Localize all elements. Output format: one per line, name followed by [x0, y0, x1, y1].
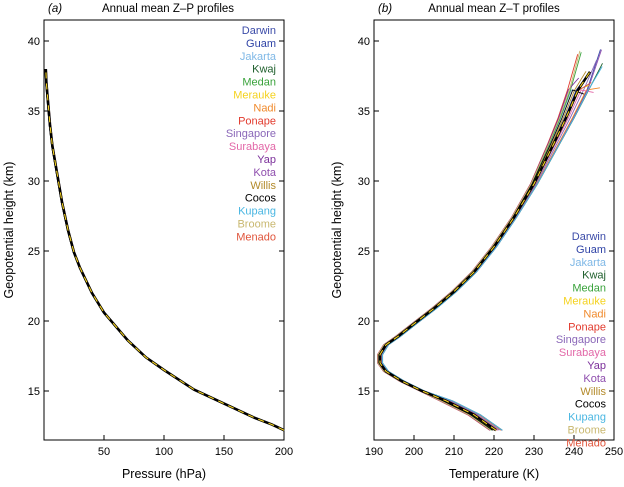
panel-a-x-axis-label: Pressure (hPa): [122, 467, 206, 481]
legend-entry-singapore: Singapore: [226, 128, 276, 140]
panel-b-x-axis-label: Temperature (K): [449, 467, 539, 481]
x-tick-label: 200: [275, 446, 293, 458]
legend-entry-willis: Willis: [580, 386, 606, 398]
legend-entry-jakarta: Jakarta: [240, 51, 277, 63]
panel-b-y-axis-label: Geopotential height (km): [330, 162, 344, 299]
profile-line-medan: [377, 52, 582, 431]
legend-entry-ponape: Ponape: [238, 115, 276, 127]
x-tick-label: 150: [215, 446, 233, 458]
legend-entry-yap: Yap: [587, 360, 606, 372]
panel-b-plot-frame: [373, 19, 615, 441]
y-tick-label: 30: [358, 176, 370, 188]
panel-a-y-ticks: 15 20 25 30 35 40: [28, 36, 284, 398]
mean-profile-dash: [379, 71, 591, 431]
legend-entry-jakarta: Jakarta: [570, 257, 607, 269]
x-tick-label: 250: [605, 446, 623, 458]
x-tick-label: 50: [98, 446, 110, 458]
x-tick-label: 240: [565, 446, 583, 458]
y-tick-label: 20: [358, 316, 370, 328]
profile-line-kota: [381, 49, 602, 431]
legend-entry-kota: Kota: [583, 373, 607, 385]
x-tick-label: 210: [445, 446, 463, 458]
panel-b-legend: DarwinGuamJakartaKwajMedanMeraukeNadiPon…: [556, 231, 607, 449]
x-tick-label: 190: [365, 446, 383, 458]
x-tick-label: 200: [405, 446, 423, 458]
panel-zp-profiles: (a) Annual mean Z–P profiles 50 100 150 200…: [2, 3, 293, 481]
profile-line-ponape: [377, 54, 579, 431]
legend-entry-surabaya: Surabaya: [559, 347, 607, 359]
y-tick-label: 40: [358, 36, 370, 48]
panel-b-profiles: [377, 49, 603, 432]
panel-a-x-ticks: 50 100 150 200: [98, 435, 293, 458]
legend-entry-nadi: Nadi: [253, 102, 276, 114]
legend-entry-ponape: Ponape: [568, 321, 606, 333]
legend-entry-guam: Guam: [576, 244, 606, 256]
legend-entry-kwaj: Kwaj: [582, 270, 606, 282]
profile-line-nadi: [381, 87, 600, 431]
panel-b-title: Annual mean Z–T profiles: [428, 3, 560, 15]
profile-line-yap: [377, 77, 580, 431]
legend-entry-willis: Willis: [250, 180, 276, 192]
legend-entry-kwaj: Kwaj: [252, 64, 276, 76]
x-tick-label: 230: [525, 446, 543, 458]
legend-entry-menado: Menado: [566, 437, 606, 449]
legend-entry-menado: Menado: [236, 231, 276, 243]
legend-entry-cocos: Cocos: [575, 399, 607, 411]
legend-entry-singapore: Singapore: [556, 334, 606, 346]
legend-entry-merauke: Merauke: [233, 90, 276, 102]
x-tick-label: 100: [155, 446, 173, 458]
y-tick-label: 25: [358, 246, 370, 258]
panel-a-profiles: [44, 68, 285, 432]
panel-a-legend: DarwinGuamJakartaKwajMedanMeraukeNadiPon…: [226, 25, 277, 243]
panel-a-label: (a): [48, 3, 62, 15]
legend-entry-nadi: Nadi: [583, 308, 606, 320]
legend-entry-guam: Guam: [246, 38, 276, 50]
panel-a-title: Annual mean Z–P profiles: [102, 3, 234, 15]
legend-entry-broome: Broome: [237, 219, 276, 231]
panel-zt-profiles: (b) Annual mean Z–T profiles 190 200 210 22…: [330, 3, 623, 481]
legend-entry-kupang: Kupang: [238, 206, 276, 218]
y-tick-label: 20: [28, 316, 40, 328]
y-tick-label: 30: [28, 176, 40, 188]
legend-entry-broome: Broome: [567, 425, 606, 437]
panel-b-y-ticks: 15 20 25 30 35 40: [358, 36, 614, 398]
legend-entry-medan: Medan: [572, 283, 606, 295]
mean-profile-dash: [45, 68, 285, 431]
panel-a-y-axis-label: Geopotential height (km): [2, 162, 16, 299]
y-tick-label: 15: [28, 386, 40, 398]
legend-entry-darwin: Darwin: [242, 25, 276, 37]
legend-entry-yap: Yap: [257, 154, 276, 166]
panel-b-x-ticks: 190 200 210 220 230 240 250: [365, 435, 623, 458]
legend-entry-medan: Medan: [242, 77, 276, 89]
y-tick-label: 15: [358, 386, 370, 398]
panel-b-label: (b): [378, 3, 392, 15]
x-tick-label: 220: [485, 446, 503, 458]
y-tick-label: 35: [28, 106, 40, 118]
legend-entry-surabaya: Surabaya: [229, 141, 277, 153]
y-tick-label: 25: [28, 246, 40, 258]
legend-entry-cocos: Cocos: [245, 193, 277, 205]
y-tick-label: 35: [358, 106, 370, 118]
y-tick-label: 40: [28, 36, 40, 48]
profile-line-broome: [377, 50, 581, 431]
legend-entry-merauke: Merauke: [563, 296, 606, 308]
legend-entry-darwin: Darwin: [572, 231, 606, 243]
legend-entry-kota: Kota: [253, 167, 277, 179]
legend-entry-kupang: Kupang: [568, 412, 606, 424]
